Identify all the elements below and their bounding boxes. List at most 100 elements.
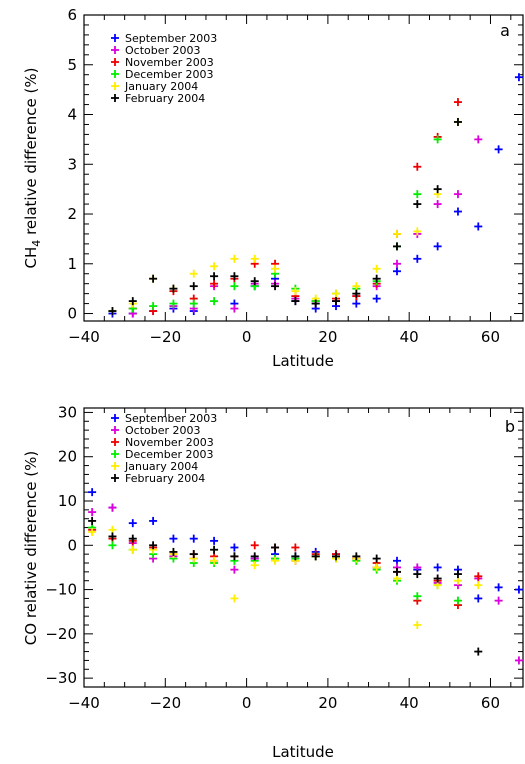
co-x-tick-label: 20 — [318, 694, 337, 712]
ch4-point — [494, 145, 503, 154]
co-legend-label: October 2003 — [125, 424, 201, 437]
co-legend-item: October 2003 — [111, 424, 201, 437]
co-point — [453, 596, 462, 605]
ch4-legend-item: September 2003 — [111, 32, 217, 45]
ch4-point — [413, 227, 422, 236]
co-point — [230, 565, 239, 574]
ch4-x-tick-label: 0 — [242, 328, 252, 346]
co-point — [250, 561, 259, 570]
co-legend-label: September 2003 — [125, 412, 217, 425]
ch4-legend-label: December 2003 — [125, 68, 214, 81]
co-data-points — [88, 488, 523, 665]
co-point — [88, 508, 97, 517]
ch4-point — [413, 162, 422, 171]
co-point — [413, 592, 422, 601]
ch4-y-tick-label: 1 — [67, 255, 77, 273]
co-y-tick-label: 10 — [58, 492, 77, 510]
ch4-legend-item: November 2003 — [111, 56, 214, 69]
co-legend-item: February 2004 — [111, 472, 205, 485]
co-point — [271, 543, 280, 552]
co-point — [149, 541, 158, 550]
ch4-point — [372, 264, 381, 273]
ch4-point — [392, 229, 401, 238]
ch4-point — [372, 294, 381, 303]
ch4-point — [332, 289, 341, 298]
ch4-y-ticks: 0 1 2 3 4 5 6 — [67, 6, 523, 323]
co-point — [433, 563, 442, 572]
co-legend-label: January 2004 — [124, 460, 198, 473]
ch4-point — [392, 267, 401, 276]
co-point — [474, 647, 483, 656]
ch4-legend-item: October 2003 — [111, 44, 201, 57]
ch4-y-tick-label: 6 — [67, 6, 77, 24]
co-point — [474, 572, 483, 581]
co-point — [189, 550, 198, 559]
ch4-point — [210, 279, 219, 288]
co-legend-label: December 2003 — [125, 448, 214, 461]
co-point — [332, 552, 341, 561]
co-point — [372, 563, 381, 572]
ch4-point — [230, 272, 239, 281]
co-point — [128, 519, 137, 528]
ch4-point — [230, 254, 239, 263]
ch4-point — [230, 282, 239, 291]
co-point — [271, 556, 280, 565]
ch4-panel-label: a — [500, 21, 510, 40]
ch4-legend-label: February 2004 — [125, 92, 205, 105]
co-x-tick-label: −40 — [68, 694, 100, 712]
co-x-tick-label: −20 — [149, 694, 181, 712]
co-x-tick-label: 0 — [242, 694, 252, 712]
ch4-point — [128, 297, 137, 306]
co-point — [392, 567, 401, 576]
ch4-point — [271, 264, 280, 273]
ch4-point — [149, 302, 158, 311]
ch4-legend-label: October 2003 — [125, 44, 201, 57]
co-point — [230, 552, 239, 561]
ch4-legend-item: January 2004 — [111, 80, 198, 93]
ch4-point — [433, 135, 442, 144]
co-y-tick-label: 30 — [58, 403, 77, 421]
ch4-point — [210, 297, 219, 306]
co-y-tick-label: −30 — [45, 669, 77, 687]
ch4-point — [291, 287, 300, 296]
co-point — [413, 621, 422, 629]
ch4-y-label-rest: relative difference (%) — [22, 68, 40, 240]
co-y-tick-label: 20 — [58, 448, 77, 466]
ch4-x-tick-label: −40 — [68, 328, 100, 346]
ch4-x-tick-label: 40 — [400, 328, 419, 346]
ch4-point — [352, 282, 361, 291]
co-point — [230, 543, 239, 552]
ch4-point — [169, 284, 178, 293]
ch4-point — [149, 274, 158, 283]
ch4-legend-label: November 2003 — [125, 56, 214, 69]
co-point — [210, 545, 219, 554]
co-point — [169, 534, 178, 543]
ch4-legend-label: September 2003 — [125, 32, 217, 45]
co-x-ticks: −40 −20 0 20 40 60 — [68, 408, 512, 712]
ch4-point — [291, 297, 300, 306]
co-point — [108, 532, 117, 541]
ch4-point — [311, 299, 320, 308]
co-legend-item: December 2003 — [111, 448, 214, 461]
ch4-y-axis-label: CH4 relative difference (%) — [22, 68, 43, 269]
co-point — [494, 583, 503, 592]
ch4-point — [230, 304, 239, 313]
co-x-tick-label: 60 — [481, 694, 500, 712]
ch4-point — [413, 190, 422, 199]
ch4-point — [250, 277, 259, 286]
co-point — [108, 541, 117, 550]
co-legend-item: November 2003 — [111, 436, 214, 449]
ch4-y-tick-label: 0 — [67, 305, 77, 323]
ch4-point — [514, 73, 523, 82]
co-point — [372, 554, 381, 563]
ch4-y-label-main: CH — [22, 247, 40, 269]
co-point — [169, 547, 178, 556]
ch4-x-tick-label: 60 — [481, 328, 500, 346]
co-legend-item: January 2004 — [111, 460, 198, 473]
ch4-point — [433, 185, 442, 194]
co-point — [210, 536, 219, 545]
ch4-y-tick-label: 3 — [67, 155, 77, 173]
